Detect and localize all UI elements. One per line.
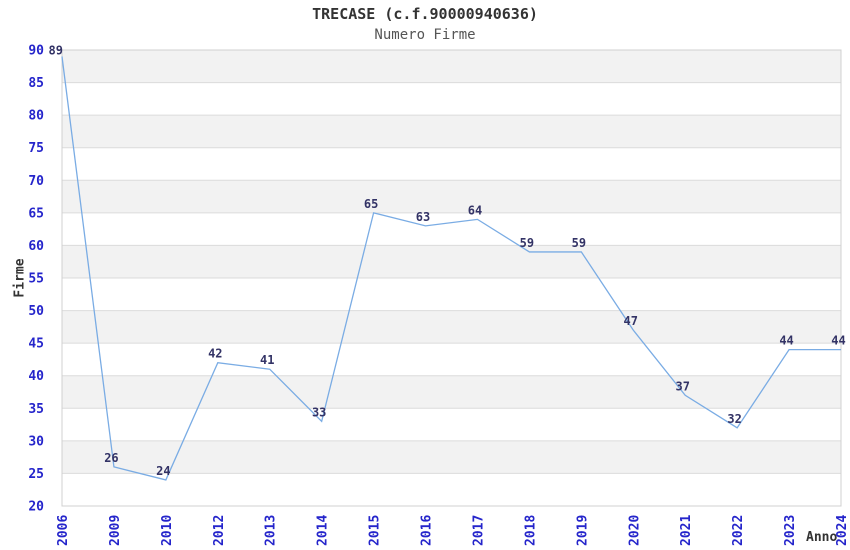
y-tick-label: 60 [28,239,44,254]
y-tick-label: 50 [28,304,44,319]
x-tick-label: 2014 [316,515,331,546]
x-tick-label: 2009 [108,515,123,546]
y-tick-label: 30 [28,434,44,449]
data-label: 32 [727,412,741,426]
x-tick-label: 2010 [160,515,175,546]
series-line [61,56,841,481]
y-tick-label: 35 [28,402,44,417]
chart-title: TRECASE (c.f.90000940636) [312,5,538,23]
data-label: 64 [468,203,482,217]
x-tick-label: 2019 [575,515,590,546]
x-tick-label: 2024 [835,515,850,546]
data-label: 65 [364,197,378,211]
grid-band [62,180,841,213]
data-label: 59 [572,236,586,250]
y-tick-label: 20 [28,500,44,515]
x-tick-label: 2023 [783,515,798,546]
data-label: 24 [156,464,170,478]
x-axis-title: Anno [806,530,838,545]
x-tick-label: 2006 [56,515,71,546]
chart-subtitle: Numero Firme [374,27,476,43]
y-tick-label: 40 [28,369,44,384]
plot-border [61,49,842,507]
grid-band [62,115,841,148]
x-tick-label: 2015 [368,515,383,546]
data-label: 42 [208,347,222,361]
y-tick-label: 65 [28,206,44,221]
data-label: 63 [416,210,430,224]
grid-band [62,375,841,409]
y-tick-label: 80 [28,109,44,124]
x-tick-label: 2018 [523,515,538,546]
y-tick-label: 70 [28,174,44,189]
x-tick-label: 2017 [471,515,486,546]
data-label: 26 [104,451,118,465]
data-label: 37 [675,379,689,393]
data-label: 33 [312,405,326,419]
y-tick-label: 25 [28,467,44,482]
x-tick-label: 2013 [264,515,279,546]
y-tick-label: 85 [28,76,44,91]
y-tick-label: 45 [28,337,44,352]
data-label: 59 [520,236,534,250]
grid-band [62,440,841,474]
data-label: 89 [49,44,63,58]
data-label: 44 [779,334,793,348]
grid-band [62,245,841,278]
data-label: 47 [624,314,638,328]
data-label: 41 [260,353,274,367]
y-tick-label: 75 [28,141,44,156]
grid-band [62,310,841,344]
y-tick-label: 55 [28,272,44,287]
x-tick-label: 2022 [731,515,746,546]
x-tick-label: 2016 [420,515,435,546]
x-tick-label: 2021 [679,515,694,546]
y-tick-label: 90 [28,44,44,59]
x-tick-label: 2020 [627,515,642,546]
x-tick-label: 2012 [212,515,227,546]
data-label: 44 [831,334,845,348]
grid-band [62,50,841,83]
